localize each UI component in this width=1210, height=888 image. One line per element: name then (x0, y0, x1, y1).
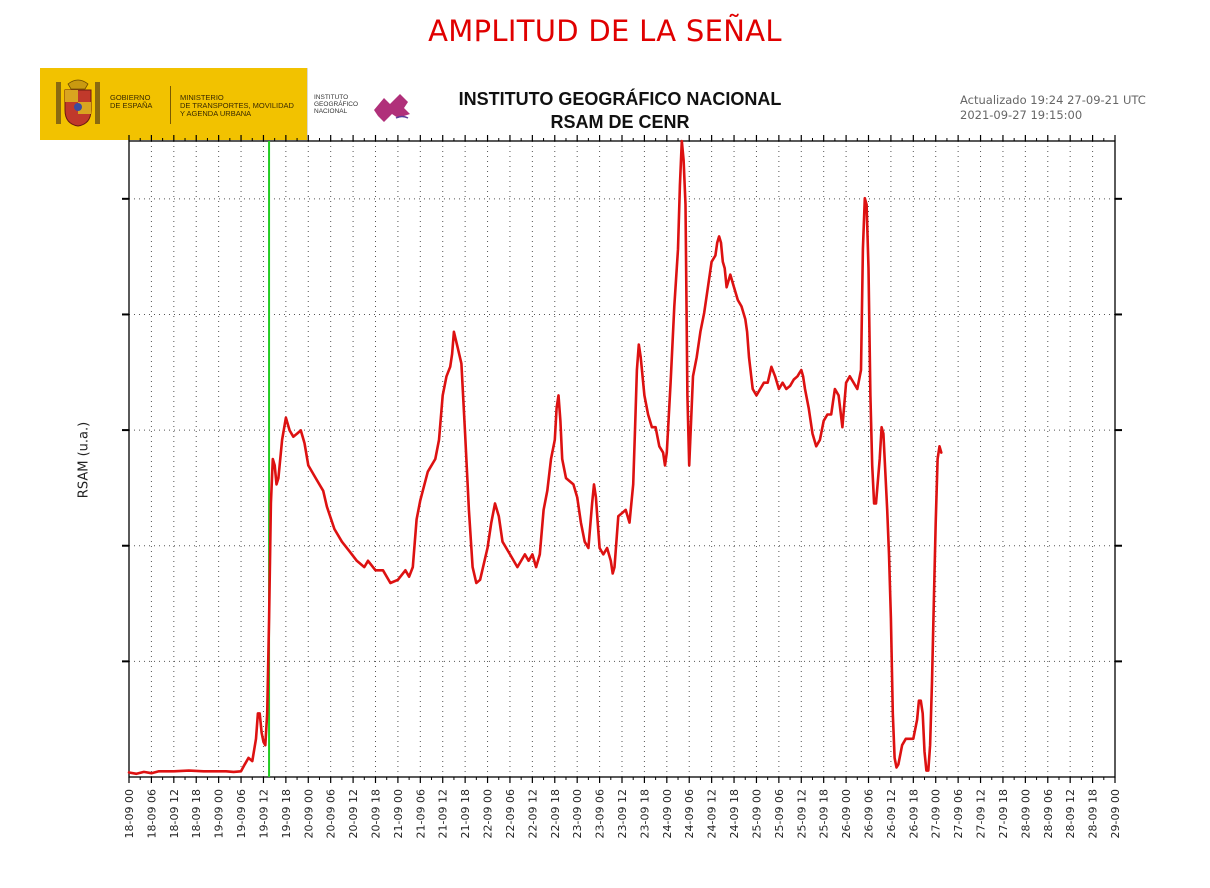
x-tick-label: 28-09 18 (1087, 789, 1100, 838)
update-info: Actualizado 19:24 27-09-21 UTC 2021-09-2… (960, 93, 1146, 123)
x-tick-label: 29-09 00 (1109, 789, 1122, 838)
x-tick-label: 28-09 12 (1064, 789, 1077, 838)
x-tick-label: 23-09 12 (616, 789, 629, 838)
x-tick-label: 19-09 18 (280, 789, 293, 838)
chart-subtitle: RSAM DE CENR (550, 112, 690, 132)
chart-header: INSTITUTO GEOGRÁFICO NACIONAL RSAM DE CE… (420, 88, 820, 134)
x-tick-label: 26-09 00 (840, 789, 853, 838)
x-tick-label: 21-09 12 (437, 789, 450, 838)
x-tick-label: 24-09 18 (728, 789, 741, 838)
x-tick-label: 23-09 00 (571, 789, 584, 838)
x-tick-label: 21-09 18 (459, 789, 472, 838)
x-tick-label: 27-09 18 (997, 789, 1010, 838)
x-tick-label: 25-09 06 (773, 789, 786, 838)
x-tick-label: 18-09 00 (123, 789, 136, 838)
x-tick-label: 18-09 12 (168, 789, 181, 838)
ign-logo: INSTITUTO GEOGRÁFICO NACIONAL (307, 68, 428, 140)
x-tick-label: 19-09 12 (257, 789, 270, 838)
x-tick-label: 26-09 12 (885, 789, 898, 838)
x-tick-labels: 18-09 00 18-09 06 18-09 12 18-09 18 19-09 00… (123, 789, 1122, 838)
x-tick-label: 22-09 12 (526, 789, 539, 838)
x-tick-label: 18-09 06 (145, 789, 158, 838)
x-tick-label: 21-09 06 (414, 789, 427, 838)
x-tick-label: 22-09 18 (549, 789, 562, 838)
x-tick-label: 18-09 18 (190, 789, 203, 838)
x-tick-label: 21-09 00 (392, 789, 405, 838)
ministerio-text: MINISTERIO DE TRANSPORTES, MOVILIDAD Y A… (180, 93, 294, 119)
x-tick-label: 28-09 00 (1019, 789, 1032, 838)
plot-frame (128, 140, 1116, 778)
x-tick-label: 26-09 18 (907, 789, 920, 838)
page-title: AMPLITUD DE LA SEÑAL (428, 14, 782, 48)
gobierno-logo: GOBIERNO DE ESPAÑA MINISTERIO DE TRANSPO… (40, 68, 307, 140)
x-tick-label: 24-09 06 (683, 789, 696, 838)
logo-band: GOBIERNO DE ESPAÑA MINISTERIO DE TRANSPO… (40, 68, 428, 140)
x-tick-label: 28-09 06 (1042, 789, 1055, 838)
x-tick-label: 20-09 12 (347, 789, 360, 838)
x-tick-label: 22-09 00 (482, 789, 495, 838)
ign-mark-icon (374, 94, 410, 122)
x-tick-label: 27-09 00 (930, 789, 943, 838)
rsam-series-line (127, 139, 943, 776)
x-tick-label: 23-09 06 (594, 789, 607, 838)
x-tick-label: 20-09 00 (302, 789, 315, 838)
timestamp-text: 2021-09-27 19:15:00 (960, 108, 1083, 122)
x-tick-label: 25-09 18 (818, 789, 831, 838)
axis-ticks (122, 135, 1122, 783)
coat-of-arms-icon (56, 79, 100, 127)
grid (129, 141, 1115, 777)
x-tick-label: 24-09 00 (661, 789, 674, 838)
x-tick-label: 25-09 00 (750, 789, 763, 838)
updated-text: Actualizado 19:24 27-09-21 UTC (960, 93, 1146, 107)
x-tick-label: 27-09 12 (975, 789, 988, 838)
x-tick-label: 24-09 12 (706, 789, 719, 838)
x-tick-label: 23-09 18 (638, 789, 651, 838)
org-name: INSTITUTO GEOGRÁFICO NACIONAL (458, 89, 782, 109)
x-tick-label: 22-09 06 (504, 789, 517, 838)
x-tick-label: 25-09 12 (795, 789, 808, 838)
x-tick-label: 19-09 06 (235, 789, 248, 838)
instituto-text: INSTITUTO GEOGRÁFICO NACIONAL (314, 94, 359, 115)
x-tick-label: 20-09 18 (370, 789, 383, 838)
x-tick-label: 26-09 06 (863, 789, 876, 838)
x-tick-label: 19-09 00 (213, 789, 226, 838)
x-tick-label: 27-09 06 (952, 789, 965, 838)
gobierno-text: GOBIERNO DE ESPAÑA (110, 93, 153, 111)
logo-divider (170, 86, 171, 124)
x-tick-label: 20-09 06 (325, 789, 338, 838)
